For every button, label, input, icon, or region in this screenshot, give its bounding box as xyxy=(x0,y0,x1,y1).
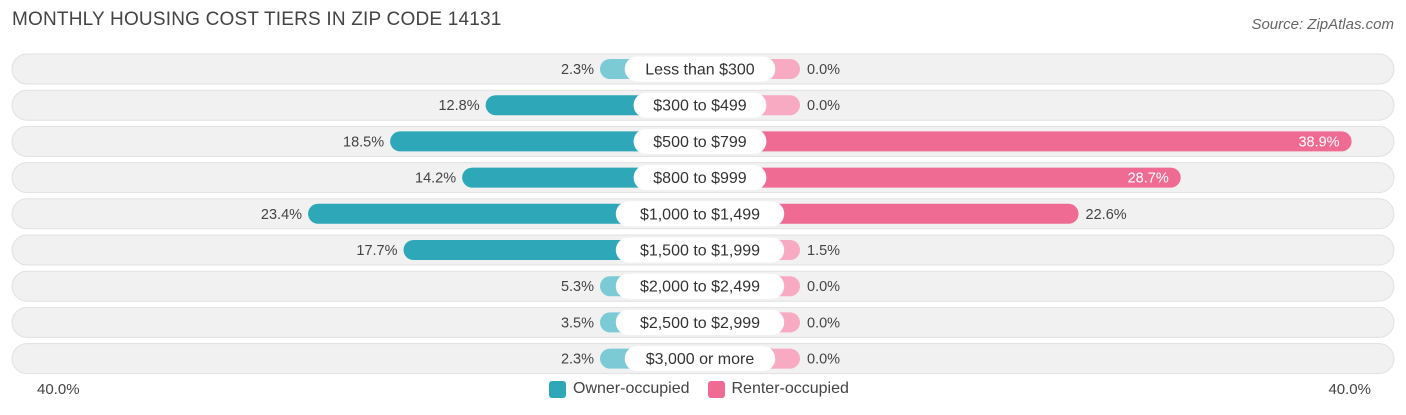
chart-source: Source: ZipAtlas.com xyxy=(1251,16,1394,33)
category-pill xyxy=(633,165,767,191)
renter-bar xyxy=(700,131,1352,152)
owner-value-label: 12.8% xyxy=(438,98,479,114)
owner-value-label: 17.7% xyxy=(356,243,397,259)
category-label: $300 to $499 xyxy=(653,98,747,115)
renter-value-label: 0.0% xyxy=(807,279,840,295)
category-label: $500 to $799 xyxy=(653,134,747,151)
legend-item-owner: Owner-occupied xyxy=(549,380,690,398)
owner-value-label: 2.3% xyxy=(561,352,594,368)
axis-max-label: 40.0% xyxy=(1328,381,1371,398)
renter-value-label: 1.5% xyxy=(807,243,840,259)
owner-value-label: 2.3% xyxy=(561,62,594,78)
chart-title: MONTHLY HOUSING COST TIERS IN ZIP CODE 1… xyxy=(12,9,502,30)
legend-swatch-renter xyxy=(707,380,725,398)
renter-bar xyxy=(700,167,1181,188)
category-label: Less than $300 xyxy=(645,62,755,79)
renter-value-label: 0.0% xyxy=(807,352,840,368)
category-label: $800 to $999 xyxy=(653,170,747,187)
renter-bar xyxy=(700,203,1079,224)
category-pill xyxy=(615,309,785,335)
category-pill xyxy=(615,273,785,299)
legend-item-renter: Renter-occupied xyxy=(707,380,849,398)
legend: Owner-occupied Renter-occupied xyxy=(549,380,867,398)
category-label: $1,000 to $1,499 xyxy=(640,206,760,223)
category-label: $2,500 to $2,999 xyxy=(640,315,760,332)
renter-value-label: 0.0% xyxy=(807,62,840,78)
renter-value-label: 0.0% xyxy=(807,315,840,331)
renter-value-label: 22.6% xyxy=(1086,207,1127,223)
category-pill xyxy=(615,201,785,227)
owner-bar xyxy=(308,203,700,224)
legend-swatch-owner xyxy=(549,380,566,398)
owner-value-label: 14.2% xyxy=(415,171,456,187)
legend-label-owner: Owner-occupied xyxy=(573,380,690,397)
renter-value-label: 38.9% xyxy=(1298,134,1339,150)
category-pill xyxy=(624,346,776,372)
category-pill xyxy=(615,237,785,263)
axis-min-label: 40.0% xyxy=(37,381,80,398)
category-pill xyxy=(633,128,767,154)
owner-bar xyxy=(390,131,700,152)
category-label: $2,000 to $2,499 xyxy=(640,279,760,296)
renter-value-label: 0.0% xyxy=(807,98,840,114)
chart-svg: 2.3% 0.0% Less than $300 12.8% 0.0% $300 to $… xyxy=(11,53,1395,375)
owner-value-label: 3.5% xyxy=(561,315,594,331)
category-pill xyxy=(633,92,767,118)
owner-value-label: 18.5% xyxy=(343,134,384,150)
legend-label-renter: Renter-occupied xyxy=(731,380,849,397)
category-label: $1,500 to $1,999 xyxy=(640,243,760,260)
owner-value-label: 5.3% xyxy=(561,279,594,295)
category-pill xyxy=(624,56,776,82)
category-label: $3,000 or more xyxy=(646,351,755,368)
renter-value-label: 28.7% xyxy=(1128,171,1169,187)
owner-value-label: 23.4% xyxy=(261,207,302,223)
